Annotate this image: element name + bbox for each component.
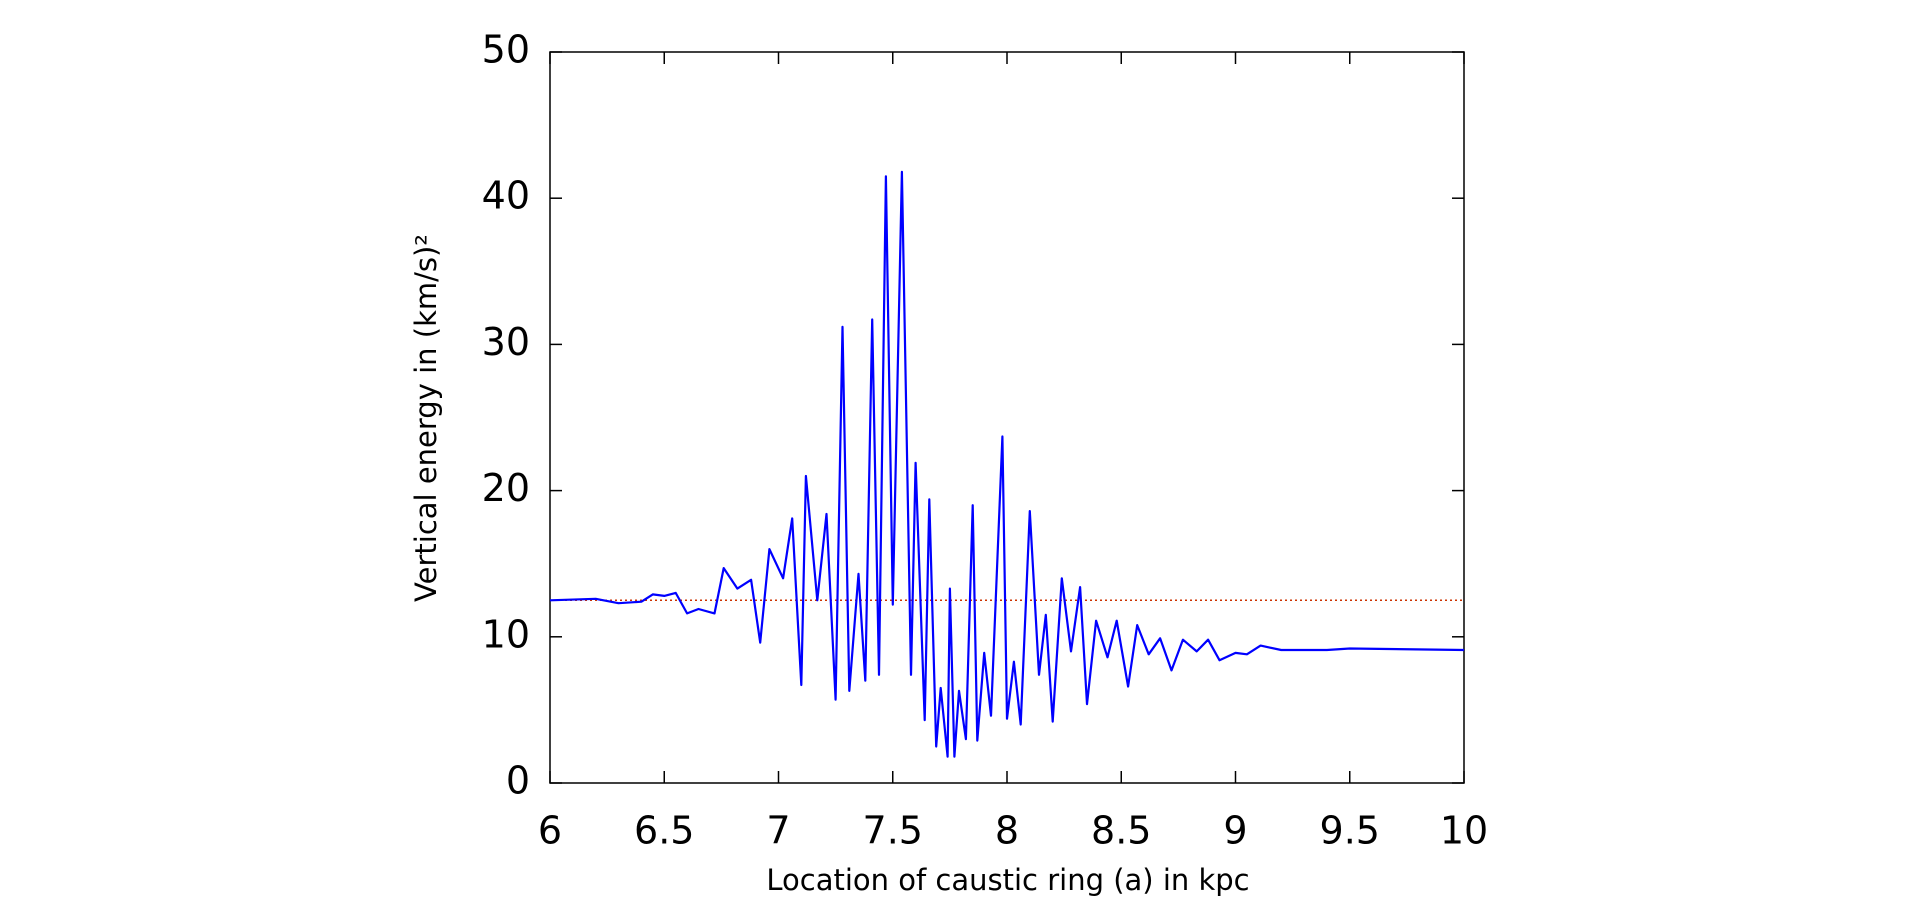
x-tick-label: 9 [1223,809,1247,853]
y-tick-label: 40 [482,174,530,218]
x-tick-label: 6.5 [634,809,694,853]
x-tick-label: 8.5 [1091,809,1151,853]
x-axis-title: Location of caustic ring (a) in kpc [766,863,1249,897]
y-tick-label: 50 [482,28,530,72]
y-axis-title: Vertical energy in (km/s)² [409,234,443,602]
y-tick-label: 30 [482,320,530,364]
x-tick-label: 10 [1440,809,1488,853]
y-tick-label: 20 [482,466,530,510]
x-tick-label: 8 [995,809,1019,853]
x-tick-label: 7 [766,809,790,853]
data-line [549,170,1465,758]
x-tick-label: 7.5 [863,809,923,853]
x-tick-label: 9.5 [1320,809,1380,853]
y-tick-label: 0 [506,759,530,803]
x-tick-label: 6 [538,809,562,853]
y-tick-label: 10 [482,612,530,656]
